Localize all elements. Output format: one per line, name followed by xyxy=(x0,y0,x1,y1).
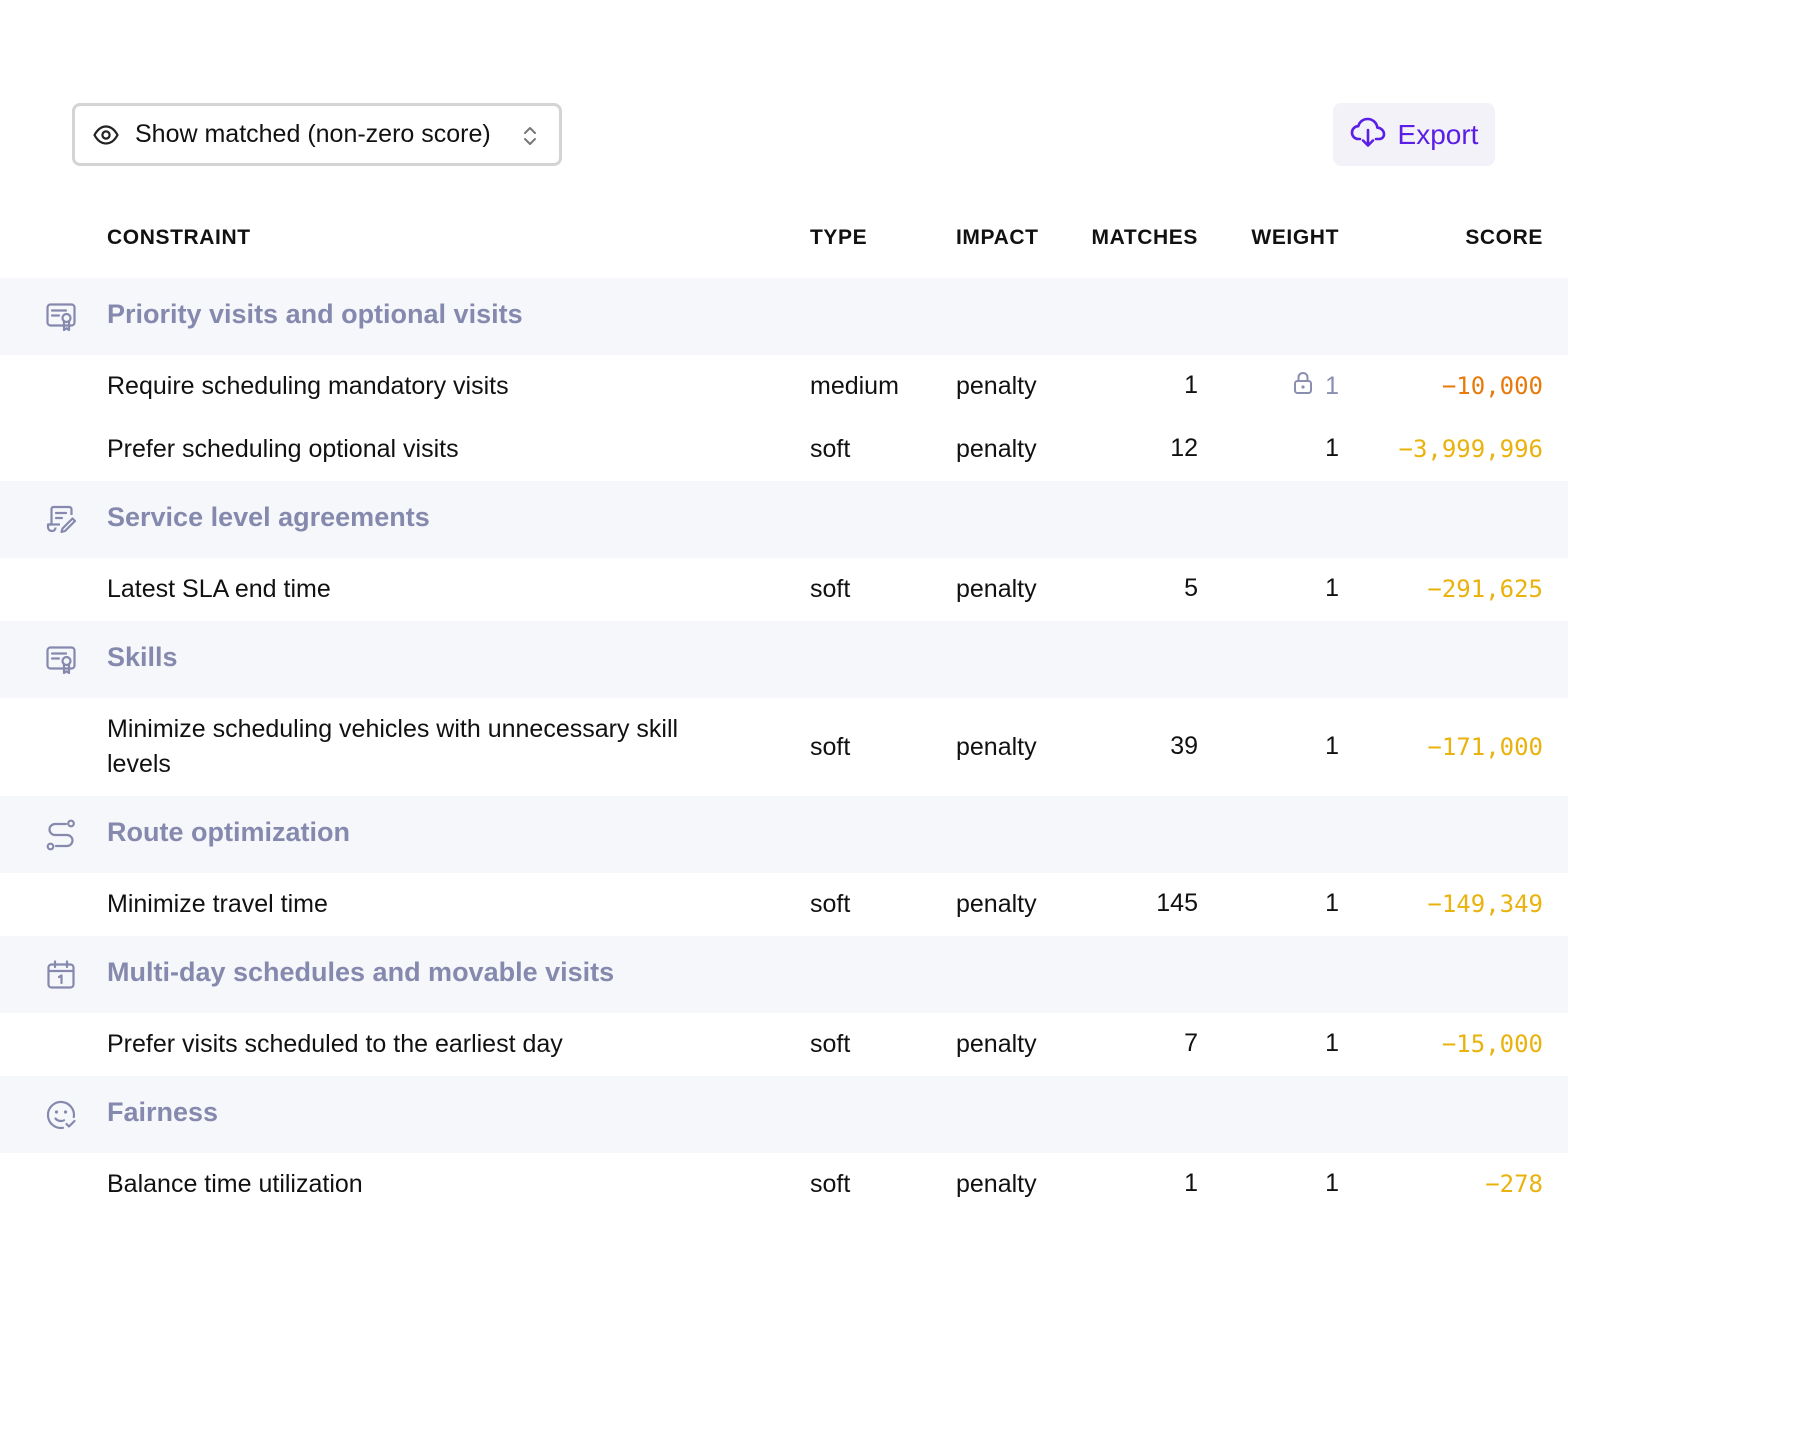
constraint-weight: 1 xyxy=(1325,889,1339,917)
table-row[interactable]: Prefer visits scheduled to the earliest … xyxy=(0,1013,1568,1076)
table-header: CONSTRAINT TYPE IMPACT MATCHES WEIGHT SC… xyxy=(0,200,1568,278)
constraint-matches: 5 xyxy=(1184,574,1198,602)
constraint-matches: 1 xyxy=(1184,1169,1198,1197)
constraint-matches: 12 xyxy=(1170,434,1198,462)
constraint-name: Prefer visits scheduled to the earliest … xyxy=(107,1030,563,1058)
constraint-type: medium xyxy=(810,372,899,400)
export-button-label: Export xyxy=(1397,118,1479,150)
constraint-type: soft xyxy=(810,890,851,918)
constraint-name: Prefer scheduling optional visits xyxy=(107,435,459,463)
constraint-type: soft xyxy=(810,575,851,603)
eye-icon xyxy=(91,120,121,150)
column-header-matches[interactable]: MATCHES xyxy=(1091,226,1198,249)
constraint-impact: penalty xyxy=(956,1170,1037,1198)
certificate-icon xyxy=(45,644,77,676)
constraint-matches: 145 xyxy=(1156,889,1198,917)
group-title: Fairness xyxy=(107,1097,219,1127)
table-row[interactable]: Prefer scheduling optional visits soft p… xyxy=(0,418,1568,481)
chevron-up-down-icon xyxy=(519,123,541,149)
column-header-impact[interactable]: IMPACT xyxy=(956,226,1039,249)
constraints-table: CONSTRAINT TYPE IMPACT MATCHES WEIGHT SC… xyxy=(0,200,1568,1216)
export-button[interactable]: Export xyxy=(1333,103,1495,166)
weight-value: 1 xyxy=(1325,372,1339,400)
group-title: Route optimization xyxy=(107,817,350,847)
column-header-constraint[interactable]: CONSTRAINT xyxy=(107,226,251,249)
constraint-name: Minimize travel time xyxy=(107,890,328,918)
constraint-score: −10,000 xyxy=(1441,372,1543,400)
calendar-icon xyxy=(45,959,77,991)
constraint-impact: penalty xyxy=(956,733,1037,761)
constraints-page: Show matched (non-zero score) Export CON… xyxy=(0,103,1568,1216)
column-header-type[interactable]: TYPE xyxy=(810,226,868,249)
constraint-type: soft xyxy=(810,733,851,761)
constraint-matches: 39 xyxy=(1170,732,1198,760)
constraint-type: soft xyxy=(810,435,851,463)
constraint-weight: 1 xyxy=(1325,434,1339,462)
table-row[interactable]: Latest SLA end time soft penalty 5 1 −29… xyxy=(0,558,1568,621)
filter-select[interactable]: Show matched (non-zero score) xyxy=(72,103,562,166)
table-row[interactable]: Require scheduling mandatory visits medi… xyxy=(0,355,1568,418)
table-row[interactable]: Minimize scheduling vehicles with unnece… xyxy=(0,698,1568,796)
constraint-score: −291,625 xyxy=(1427,575,1543,603)
constraint-name: Minimize scheduling vehicles with unnece… xyxy=(107,715,679,778)
constraint-score: −3,999,996 xyxy=(1398,435,1544,463)
group-row-multi-day-schedules[interactable]: Multi-day schedules and movable visits xyxy=(0,936,1568,1013)
column-header-score[interactable]: SCORE xyxy=(1465,226,1543,249)
constraint-name: Latest SLA end time xyxy=(107,575,331,603)
group-row-skills[interactable]: Skills xyxy=(0,621,1568,698)
constraint-matches: 7 xyxy=(1184,1029,1198,1057)
constraint-score: −171,000 xyxy=(1427,733,1543,761)
group-row-route-optimization[interactable]: Route optimization xyxy=(0,796,1568,873)
constraint-matches: 1 xyxy=(1184,371,1198,399)
constraint-impact: penalty xyxy=(956,890,1037,918)
group-title: Skills xyxy=(107,642,178,672)
constraint-score: −149,349 xyxy=(1427,890,1543,918)
constraint-weight: 1 xyxy=(1325,1169,1339,1197)
constraint-type: soft xyxy=(810,1030,851,1058)
route-icon xyxy=(45,819,77,851)
constraint-impact: penalty xyxy=(956,435,1037,463)
column-header-weight[interactable]: WEIGHT xyxy=(1251,226,1339,249)
constraint-weight: 1 xyxy=(1293,371,1339,402)
group-title: Service level agreements xyxy=(107,502,430,532)
constraint-impact: penalty xyxy=(956,1030,1037,1058)
constraint-type: soft xyxy=(810,1170,851,1198)
group-title: Priority visits and optional visits xyxy=(107,299,523,329)
constraint-weight: 1 xyxy=(1325,732,1339,760)
group-row-fairness[interactable]: Fairness xyxy=(0,1076,1568,1153)
constraint-name: Require scheduling mandatory visits xyxy=(107,372,509,400)
constraint-name: Balance time utilization xyxy=(107,1170,363,1198)
constraint-impact: penalty xyxy=(956,575,1037,603)
table-row[interactable]: Minimize travel time soft penalty 145 1 … xyxy=(0,873,1568,936)
constraint-score: −15,000 xyxy=(1441,1030,1543,1058)
group-row-priority-visits[interactable]: Priority visits and optional visits xyxy=(0,278,1568,355)
cloud-download-icon xyxy=(1350,116,1386,153)
constraint-score: −278 xyxy=(1485,1170,1543,1198)
lock-icon xyxy=(1293,371,1313,402)
table-row[interactable]: Balance time utilization soft penalty 1 … xyxy=(0,1153,1568,1216)
smile-check-icon xyxy=(45,1099,77,1131)
contract-edit-icon xyxy=(45,504,77,536)
group-row-service-level-agreements[interactable]: Service level agreements xyxy=(0,481,1568,558)
constraint-weight: 1 xyxy=(1325,574,1339,602)
constraint-impact: penalty xyxy=(956,372,1037,400)
certificate-icon xyxy=(45,301,77,333)
group-title: Multi-day schedules and movable visits xyxy=(107,957,615,987)
constraint-weight: 1 xyxy=(1325,1029,1339,1057)
filter-select-label: Show matched (non-zero score) xyxy=(135,120,491,148)
